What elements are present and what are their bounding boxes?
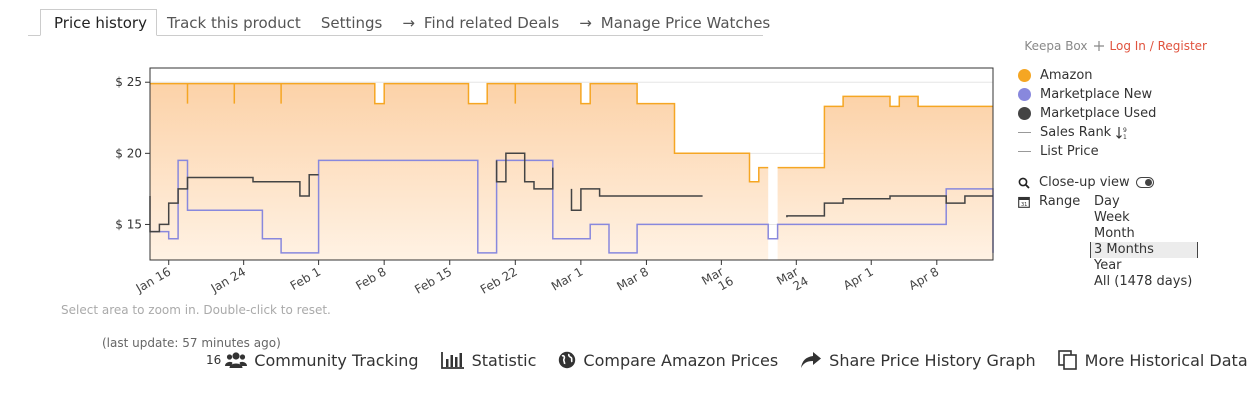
series-area-amazon — [777, 96, 993, 261]
range-selector: 31 Range Day Week Month 3 Months Year Al… — [1018, 194, 1198, 290]
x-tick-label-group: Mar 1 — [549, 264, 586, 293]
y-tick-label: $ 15 — [115, 217, 142, 231]
compare-prices-link[interactable]: Compare Amazon Prices — [558, 351, 778, 370]
sales-rank-line-icon — [1018, 132, 1031, 133]
x-tick-label: Feb 1 — [288, 264, 323, 292]
x-tick-label: Jan 16 — [133, 264, 173, 295]
x-tick-label: Jan 24 — [208, 264, 248, 295]
arrow-right-icon: → — [579, 13, 592, 32]
x-tick-label: Feb 22 — [478, 264, 520, 296]
range-month[interactable]: Month — [1094, 226, 1135, 241]
range-all[interactable]: All (1478 days) — [1094, 274, 1193, 289]
range-day[interactable]: Day — [1094, 194, 1120, 209]
legend-item-marketplace-new[interactable]: Marketplace New — [1018, 85, 1198, 104]
svg-text:31: 31 — [1021, 202, 1027, 208]
bottom-toolbar: 16 Community Tracking Statistic Compare … — [206, 350, 1250, 370]
svg-text:1: 1 — [1123, 134, 1127, 140]
tab-find-deals[interactable]: → Find related Deals — [402, 13, 560, 32]
series-line-marketplace-used — [786, 195, 993, 218]
x-tick-label: Mar24 — [774, 262, 811, 299]
x-tick-label-group: Apr 1 — [841, 264, 876, 292]
arrow-right-icon: → — [402, 13, 415, 32]
legend-item-amazon[interactable]: Amazon — [1018, 66, 1198, 85]
last-update: (last update: 57 minutes ago) — [102, 336, 281, 350]
y-axis: $ 15 $ 20 $ 25 — [115, 75, 150, 231]
x-tick-label: Mar 1 — [549, 264, 586, 293]
series-line-amazon — [150, 82, 769, 183]
series-line-marketplace-used — [570, 188, 703, 211]
tab-bar: Price history Track this product Setting… — [40, 9, 780, 36]
x-tick-label-group: Feb 1 — [288, 264, 323, 292]
more-historical-data-link[interactable]: More Historical Data — [1057, 350, 1248, 370]
x-tick-label: Feb 8 — [353, 264, 388, 292]
plot-frame — [149, 67, 994, 261]
x-tick-label: Mar 8 — [614, 264, 651, 293]
move-icon[interactable] — [1093, 41, 1104, 51]
y-tick-label: $ 20 — [115, 146, 142, 160]
bar-chart-icon — [440, 352, 464, 369]
range-label: Range — [1039, 194, 1081, 209]
legend-item-marketplace-used[interactable]: Marketplace Used — [1018, 104, 1198, 123]
search-icon — [1018, 177, 1030, 189]
community-tracking-link[interactable]: 16 Community Tracking — [206, 350, 419, 370]
x-tick-label: Mar16 — [699, 262, 736, 299]
share-graph-link[interactable]: Share Price History Graph — [800, 351, 1036, 370]
series-area-amazon — [150, 83, 769, 260]
zoom-hint: Select area to zoom in. Double-click to … — [61, 303, 331, 317]
topright-bar: Keepa Box Log In / Register — [1024, 39, 1207, 53]
tracking-count: 16 — [206, 353, 222, 367]
x-axis: Jan 16 Jan 24 Feb 1 Feb 8 Feb 15 Feb 22 Mar 1 M… — [133, 260, 941, 299]
globe-icon — [559, 351, 576, 369]
tab-settings[interactable]: Settings — [320, 13, 383, 32]
x-tick-label: Apr 1 — [841, 264, 876, 292]
x-tick-label-group: Apr 8 — [906, 264, 941, 292]
legend: Amazon Marketplace New Marketplace Used … — [1018, 66, 1198, 290]
legend-item-list-price[interactable]: List Price — [1018, 142, 1198, 161]
amazon-dot-icon — [1018, 69, 1031, 82]
price-chart[interactable]: $ 15 $ 20 $ 25 Jan 16 Jan 24 Feb 1 Feb 8 Feb 1… — [0, 0, 1000, 300]
series-line-marketplace-used — [149, 173, 319, 233]
tab-track-product[interactable]: Track this product — [166, 13, 301, 32]
x-tick-label: Feb 15 — [412, 264, 454, 296]
users-icon — [225, 352, 248, 368]
share-arrow-icon — [801, 352, 822, 368]
x-tick-label-group: Feb 8 — [353, 264, 388, 292]
chart-lines — [149, 82, 994, 254]
list-price-line-icon — [1018, 151, 1031, 152]
x-tick-label-group: Jan 24 — [208, 264, 248, 295]
calendar-icon: 31 — [1018, 196, 1030, 208]
x-tick-label-group: Jan 16 — [133, 264, 173, 295]
range-3-months[interactable]: 3 Months — [1090, 242, 1198, 258]
series-line-marketplace-used — [495, 152, 554, 190]
chart-fills — [150, 83, 993, 261]
x-tick-label-group: Feb 22 — [478, 264, 520, 296]
tab-manage-watches[interactable]: → Manage Price Watches — [579, 13, 771, 32]
y-tick-label: $ 25 — [115, 75, 142, 89]
x-tick-label-group: Mar 8 — [614, 264, 651, 293]
series-line-amazon — [777, 95, 993, 169]
x-tick-label-group: Mar24 — [774, 262, 811, 299]
x-tick-label-group: Feb 15 — [412, 264, 454, 296]
copy-icon — [1057, 350, 1077, 370]
marketplace-new-dot-icon — [1018, 88, 1031, 101]
keepa-box-label: Keepa Box — [1024, 39, 1088, 53]
svg-text:9: 9 — [1123, 127, 1127, 134]
tab-price-history[interactable]: Price history — [40, 9, 157, 36]
range-year[interactable]: Year — [1094, 258, 1122, 273]
x-tick-label-group: Mar16 — [699, 262, 736, 299]
closeup-view-toggle[interactable]: Close-up view — [1018, 173, 1198, 192]
login-link[interactable]: Log In / Register — [1109, 39, 1207, 53]
tabs-underline — [28, 35, 763, 36]
marketplace-used-dot-icon — [1018, 107, 1031, 120]
toggle-switch[interactable] — [1135, 177, 1154, 188]
x-tick-label: Apr 8 — [906, 264, 941, 292]
range-week[interactable]: Week — [1094, 210, 1130, 225]
sort-numeric-icon: 91 — [1116, 126, 1127, 140]
statistic-link[interactable]: Statistic — [440, 351, 536, 370]
